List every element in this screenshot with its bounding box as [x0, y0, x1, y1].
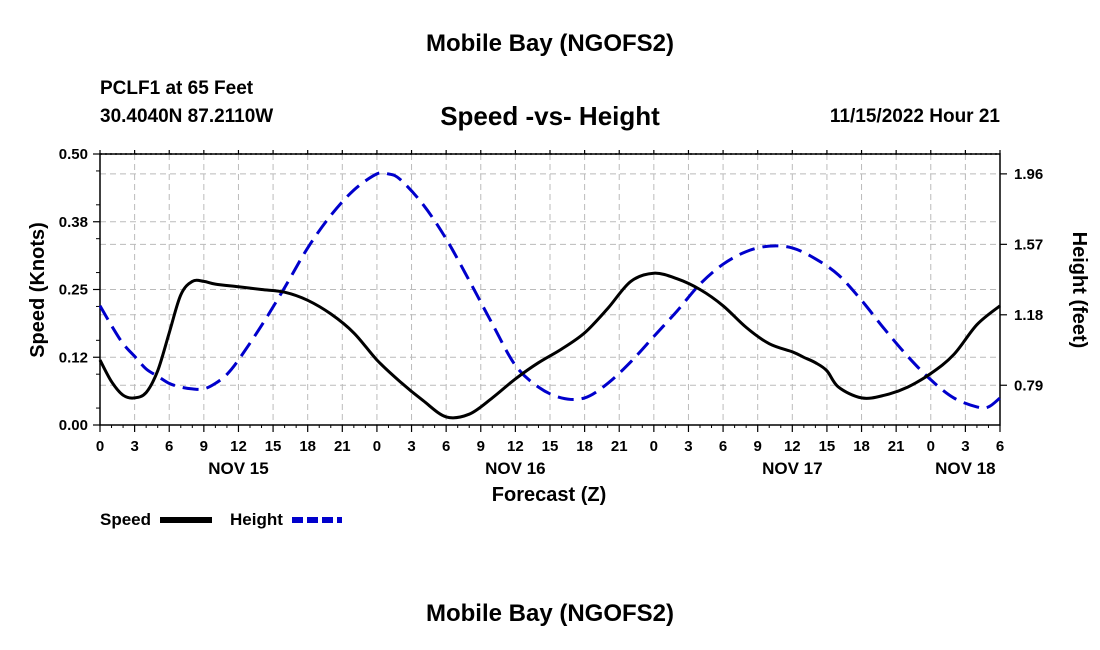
axis-ticks [93, 150, 1007, 432]
x-tick-label: 9 [200, 438, 208, 455]
x-tick-label: 18 [299, 438, 316, 455]
x-tick-label: 0 [927, 438, 935, 455]
y-left-tick-label: 0.50 [59, 146, 88, 163]
x-tick-label: 9 [754, 438, 762, 455]
y-right-tick-label: 1.96 [1014, 166, 1043, 183]
x-tick-label: 6 [719, 438, 727, 455]
forecast-datetime: 11/15/2022 Hour 21 [829, 106, 1000, 127]
y-left-tick-label: 0.38 [59, 214, 88, 231]
y-right-tick-label: 0.79 [1014, 377, 1043, 394]
y-left-tick-label: 0.25 [59, 282, 88, 299]
x-axis-label: Forecast (Z) [492, 484, 606, 506]
chart-subtitle: Speed -vs- Height [440, 101, 660, 131]
x-tick-label: 12 [230, 438, 247, 455]
y-right-tick-labels: 0.79 1.18 1.57 1.96 [1014, 166, 1043, 394]
legend-height-label: Height [230, 510, 283, 529]
x-tick-label: 3 [684, 438, 692, 455]
x-tick-label: 21 [888, 438, 905, 455]
x-tick-label: 6 [165, 438, 173, 455]
day-label: NOV 16 [485, 459, 545, 478]
series-speed-line [98, 271, 1001, 420]
day-label: NOV 17 [762, 459, 822, 478]
chart-title-bottom: Mobile Bay (NGOFS2) [425, 600, 675, 627]
y-right-axis-label: Height (feet) [1068, 232, 1090, 349]
day-label: NOV 18 [935, 459, 995, 478]
y-left-tick-label: 0.00 [59, 417, 88, 434]
x-tick-label: 15 [265, 438, 282, 455]
x-tick-label: 18 [853, 438, 870, 455]
y-left-tick-labels: 0.00 0.12 0.25 0.38 0.50 [59, 146, 88, 434]
x-tick-label: 6 [442, 438, 450, 455]
x-tick-label: 15 [542, 438, 559, 455]
station-coordinates: 30.4040N 87.2110W [100, 106, 274, 127]
x-tick-label: 12 [507, 438, 524, 455]
x-tick-labels: 0 3 6 9 12 15 18 21 0 3 6 9 12 15 18 21 0 3 6 9 12 15 18 21 0 3 6 [96, 438, 1004, 455]
x-tick-label: 3 [407, 438, 415, 455]
legend: Speed Height [100, 510, 342, 529]
x-tick-label: 0 [373, 438, 381, 455]
x-tick-label: 6 [996, 438, 1004, 455]
day-labels: NOV 15 NOV 16 NOV 17 NOV 18 [208, 459, 995, 478]
x-tick-label: 21 [334, 438, 351, 455]
x-tick-label: 12 [784, 438, 801, 455]
x-tick-label: 0 [96, 438, 104, 455]
series-height-line [98, 170, 1001, 410]
y-left-tick-label: 0.12 [59, 349, 88, 366]
station-name: PCLF1 at 65 Feet [100, 78, 254, 99]
legend-speed-label: Speed [100, 510, 151, 529]
grid-lines [100, 153, 1000, 425]
x-tick-label: 3 [130, 438, 138, 455]
x-tick-label: 18 [576, 438, 593, 455]
x-tick-label: 21 [611, 438, 628, 455]
y-right-tick-label: 1.57 [1014, 236, 1043, 253]
x-tick-label: 9 [477, 438, 485, 455]
x-tick-label: 15 [819, 438, 836, 455]
y-right-tick-label: 1.18 [1014, 307, 1043, 324]
day-label: NOV 15 [208, 459, 268, 478]
y-left-axis-label: Speed (Knots) [27, 222, 49, 358]
x-tick-label: 3 [961, 438, 969, 455]
chart-title-top: Mobile Bay (NGOFS2) [425, 30, 675, 57]
x-tick-label: 0 [650, 438, 658, 455]
